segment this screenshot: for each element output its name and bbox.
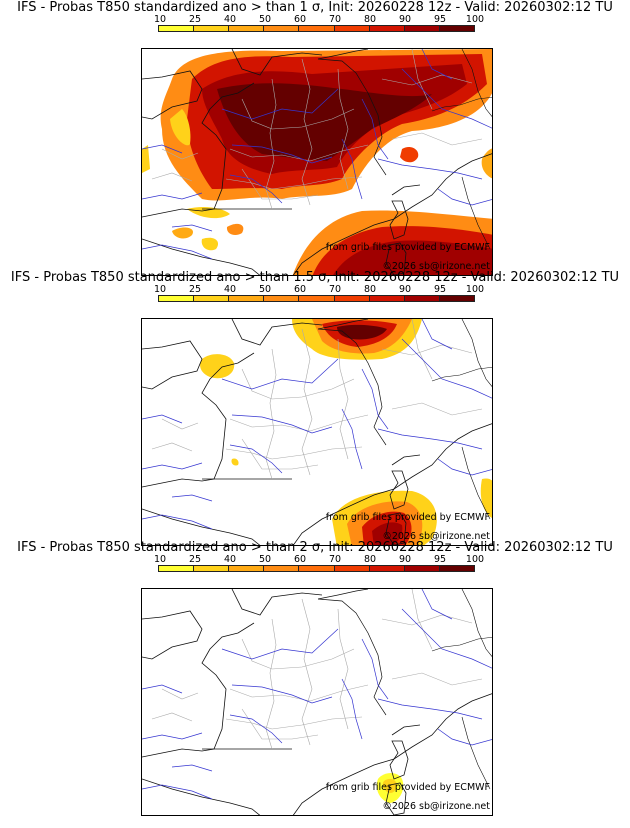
- colorbar-swatch: [369, 566, 405, 571]
- colorbar-swatch: [334, 26, 370, 31]
- colorbar-swatch: [404, 566, 440, 571]
- colorbar-swatch: [439, 296, 474, 301]
- colorbar-swatch: [194, 296, 230, 301]
- colorbar-swatch: [229, 26, 265, 31]
- colorbar-tick: 25: [188, 554, 202, 565]
- colorbar: [158, 565, 475, 572]
- copyright-credit: ©2026 sb@irizone.net: [382, 261, 490, 272]
- colorbar-tick: 100: [465, 554, 485, 565]
- map-canvas: [142, 49, 492, 275]
- source-credit: from grib files provided by ECMWF: [325, 242, 490, 253]
- colorbar: [158, 295, 475, 302]
- panel-title: IFS - Probas T850 standardized ano > tha…: [17, 0, 613, 15]
- colorbar-tick: 10: [153, 554, 167, 565]
- map-panel-2: IFS - Probas T850 standardized ano > tha…: [0, 270, 630, 546]
- colorbar-swatch: [439, 566, 474, 571]
- colorbar-tick: 95: [433, 554, 447, 565]
- colorbar-ticks: 10 25 40 50 60 70 80 90 95 100: [140, 15, 500, 25]
- colorbar-tick: 80: [363, 14, 377, 25]
- colorbar-swatch: [159, 26, 195, 31]
- panel-title: IFS - Probas T850 standardized ano > tha…: [17, 540, 613, 555]
- colorbar-tick: 95: [433, 14, 447, 25]
- colorbar-tick: 100: [465, 284, 485, 295]
- colorbar-swatch: [194, 26, 230, 31]
- colorbar-swatch: [404, 26, 440, 31]
- colorbar-tick: 50: [258, 284, 272, 295]
- panel-title: IFS - Probas T850 standardized ano > tha…: [10, 270, 620, 285]
- colorbar-swatch: [369, 26, 405, 31]
- colorbar-swatch: [334, 296, 370, 301]
- colorbar-swatch: [264, 26, 300, 31]
- map-canvas: [142, 319, 492, 545]
- probability-map: from grib files provided by ECMWF ©2026 …: [141, 318, 493, 546]
- colorbar-tick: 90: [398, 284, 412, 295]
- colorbar: [158, 25, 475, 32]
- colorbar-tick: 10: [153, 14, 167, 25]
- colorbar-tick: 10: [153, 284, 167, 295]
- colorbar-tick: 70: [328, 284, 342, 295]
- colorbar-tick: 80: [363, 554, 377, 565]
- colorbar-swatch: [334, 566, 370, 571]
- colorbar-swatch: [159, 566, 195, 571]
- colorbar-tick: 50: [258, 554, 272, 565]
- colorbar-swatch: [159, 296, 195, 301]
- map-panel-3: IFS - Probas T850 standardized ano > tha…: [0, 540, 630, 816]
- colorbar-tick: 40: [223, 14, 237, 25]
- colorbar-ticks: 10 25 40 50 60 70 80 90 95 100: [140, 555, 500, 565]
- colorbar-tick: 90: [398, 554, 412, 565]
- map-panel-1: IFS - Probas T850 standardized ano > tha…: [0, 0, 630, 276]
- colorbar-tick: 60: [293, 14, 307, 25]
- colorbar-tick: 70: [328, 554, 342, 565]
- colorbar-swatch: [229, 566, 265, 571]
- colorbar-tick: 60: [293, 284, 307, 295]
- probability-field: [142, 49, 492, 275]
- source-credit: from grib files provided by ECMWF: [325, 512, 490, 523]
- probability-field: [200, 319, 492, 545]
- colorbar-swatch: [264, 296, 300, 301]
- colorbar-tick: 80: [363, 284, 377, 295]
- colorbar-tick: 40: [223, 554, 237, 565]
- colorbar-swatch: [299, 296, 335, 301]
- colorbar-tick: 25: [188, 284, 202, 295]
- colorbar-swatch: [369, 296, 405, 301]
- colorbar-tick: 95: [433, 284, 447, 295]
- colorbar-swatch: [404, 296, 440, 301]
- colorbar-tick: 100: [465, 14, 485, 25]
- colorbar-swatch: [439, 26, 474, 31]
- copyright-credit: ©2026 sb@irizone.net: [382, 801, 490, 812]
- colorbar-swatch: [299, 566, 335, 571]
- colorbar-swatch: [229, 296, 265, 301]
- colorbar-tick: 40: [223, 284, 237, 295]
- colorbar-swatch: [299, 26, 335, 31]
- probability-map: from grib files provided by ECMWF ©2026 …: [141, 48, 493, 276]
- colorbar-tick: 90: [398, 14, 412, 25]
- source-credit: from grib files provided by ECMWF: [325, 782, 490, 793]
- colorbar-tick: 50: [258, 14, 272, 25]
- map-canvas: [142, 589, 492, 815]
- colorbar-tick: 60: [293, 554, 307, 565]
- colorbar-ticks: 10 25 40 50 60 70 80 90 95 100: [140, 285, 500, 295]
- copyright-credit: ©2026 sb@irizone.net: [382, 531, 490, 542]
- colorbar-tick: 70: [328, 14, 342, 25]
- colorbar-swatch: [194, 566, 230, 571]
- colorbar-swatch: [264, 566, 300, 571]
- colorbar-tick: 25: [188, 14, 202, 25]
- probability-map: from grib files provided by ECMWF ©2026 …: [141, 588, 493, 816]
